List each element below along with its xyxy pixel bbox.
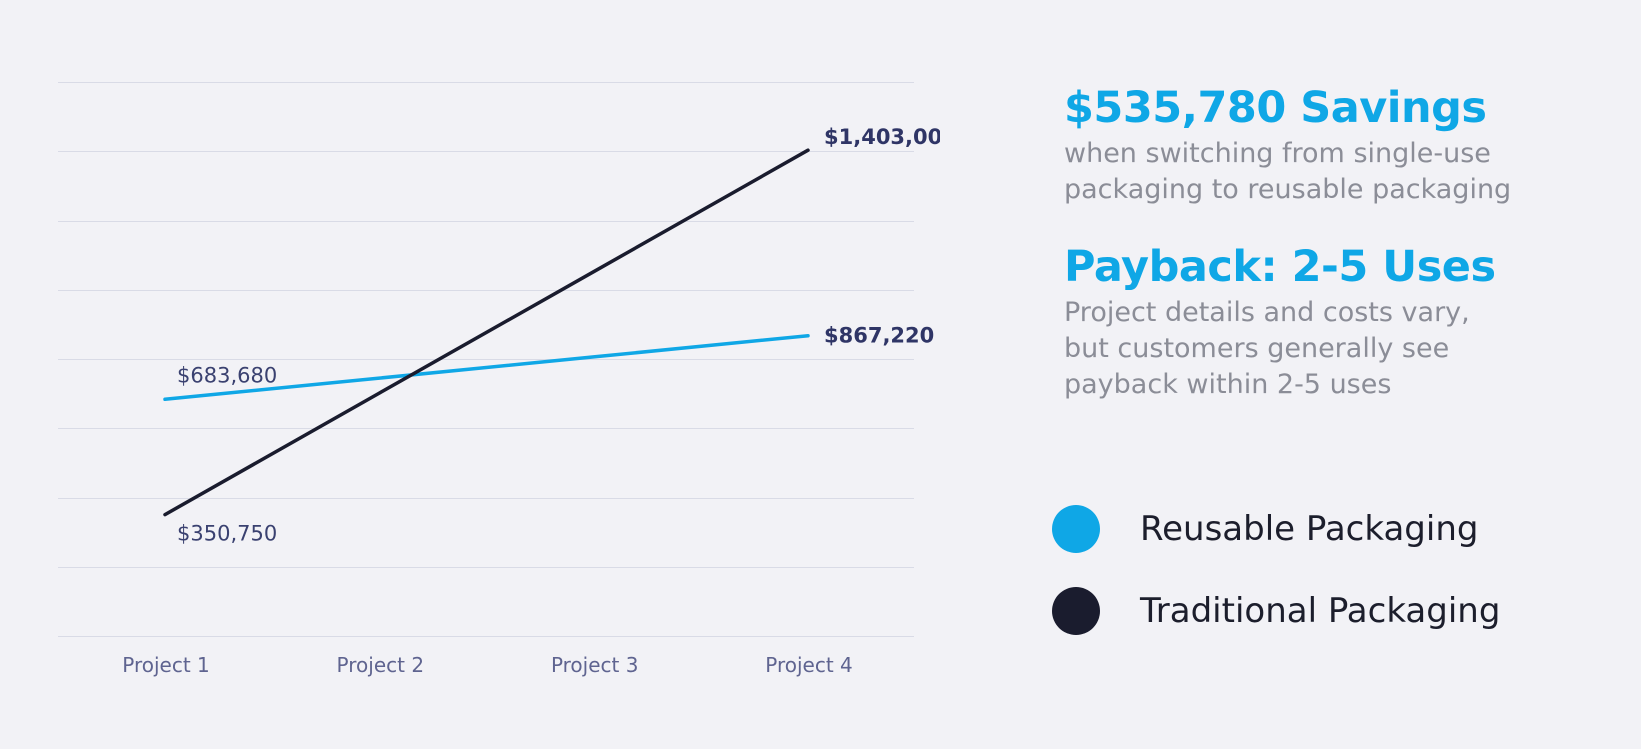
savings-description-line: when switching from single-use xyxy=(1064,138,1491,170)
legend-dot-icon xyxy=(1052,505,1100,553)
chart-legend: Reusable Packaging Traditional Packaging xyxy=(1052,505,1500,669)
legend-dot-icon xyxy=(1052,587,1100,635)
data-label: $350,750 xyxy=(177,522,277,546)
legend-item-traditional: Traditional Packaging xyxy=(1052,587,1500,635)
savings-description: when switching from single-use packaging… xyxy=(1064,136,1624,208)
x-axis-ticks: Project 1 Project 2 Project 3 Project 4 xyxy=(122,653,853,677)
chart-gridlines xyxy=(58,82,914,637)
payback-block: Payback: 2-5 Uses Project details and co… xyxy=(1064,241,1624,404)
x-tick-label: Project 4 xyxy=(765,653,853,677)
savings-headline: $535,780 Savings xyxy=(1064,83,1487,133)
payback-description-line: Project details and costs vary, xyxy=(1064,296,1470,328)
legend-label: Traditional Packaging xyxy=(1140,591,1501,631)
series-line-traditional-packaging xyxy=(163,148,810,517)
summary-panel: $535,780 Savings when switching from sin… xyxy=(1064,84,1624,403)
payback-headline: Payback: 2-5 Uses xyxy=(1064,241,1496,292)
series-line-reusable-packaging xyxy=(163,333,810,402)
savings-description-line: packaging to reusable packaging xyxy=(1064,174,1512,206)
legend-label: Reusable Packaging xyxy=(1140,509,1479,549)
legend-item-reusable: Reusable Packaging xyxy=(1052,505,1500,553)
chart-data-labels: $683,680 $867,220 $350,750 $1,403,000 xyxy=(177,125,940,545)
line-chart: $683,680 $867,220 $350,750 $1,403,000 Proje… xyxy=(58,82,940,677)
x-tick-label: Project 1 xyxy=(122,653,210,677)
payback-description: Project details and costs vary, but cust… xyxy=(1064,295,1624,404)
data-label: $867,220 xyxy=(824,324,934,348)
payback-description-line: payback within 2-5 uses xyxy=(1064,369,1392,400)
data-label: $683,680 xyxy=(177,363,277,387)
payback-description-line: but customers generally see xyxy=(1064,332,1450,364)
data-label: $1,403,000 xyxy=(824,125,940,149)
chart-series xyxy=(163,148,810,517)
x-tick-label: Project 3 xyxy=(551,653,639,677)
x-tick-label: Project 2 xyxy=(337,653,425,677)
